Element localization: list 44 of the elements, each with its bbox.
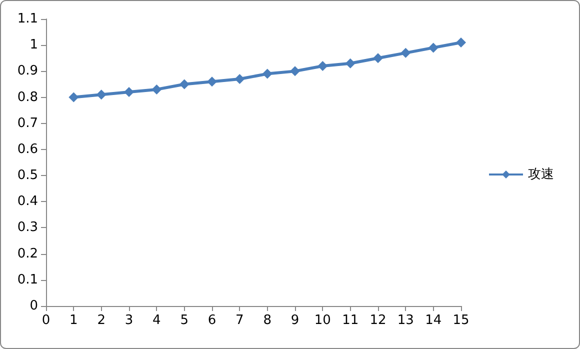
- point: [345, 58, 356, 68]
- x-tick-label: 3: [124, 313, 134, 328]
- y-tick-label: 0.6: [17, 142, 38, 157]
- y-tick-label: 0.7: [17, 116, 38, 131]
- y-tick-label: 0.4: [17, 194, 38, 210]
- point: [68, 92, 79, 102]
- y-tick-label: 0.8: [17, 90, 38, 105]
- x-tick-label: 11: [342, 313, 359, 328]
- point: [207, 76, 217, 87]
- x-tick-label: 7: [236, 313, 244, 328]
- x-tick-label: 14: [425, 313, 442, 328]
- x-tick-label: 8: [263, 313, 272, 328]
- point: [400, 48, 411, 58]
- y-tick-label: 1: [30, 38, 38, 53]
- legend-label: 攻速: [528, 167, 554, 182]
- point: [179, 79, 190, 90]
- x-tick-label: 4: [152, 313, 161, 328]
- y-tick-label: 1.1: [17, 12, 38, 26]
- x-tick-label: 0: [42, 313, 50, 328]
- y-tick-label: 0: [30, 298, 38, 314]
- point: [124, 87, 134, 98]
- y-tick-label: 0.2: [17, 246, 38, 262]
- x-tick-label: 9: [290, 313, 300, 328]
- point: [428, 42, 438, 53]
- x-tick-label: 6: [208, 313, 216, 328]
- x-tick-label: 5: [180, 313, 188, 328]
- y-tick-label: 0.9: [17, 64, 38, 79]
- point: [152, 84, 162, 94]
- point: [373, 53, 383, 64]
- y-tick-label: 0.1: [17, 272, 38, 288]
- x-tick-label: 10: [314, 313, 331, 328]
- point: [456, 37, 466, 48]
- x-tick-label: 12: [370, 313, 386, 328]
- point: [262, 68, 272, 79]
- x-tick-label: 1: [70, 313, 78, 328]
- point: [96, 90, 106, 100]
- point: [290, 66, 300, 76]
- y-tick-label: 0.3: [17, 220, 38, 236]
- point: [318, 60, 328, 71]
- x-tick-label: 15: [452, 313, 470, 328]
- y-tick-label: 0.5: [17, 168, 38, 184]
- x-tick-label: 13: [397, 313, 414, 328]
- point: [234, 74, 245, 84]
- x-tick-label: 2: [97, 313, 106, 328]
